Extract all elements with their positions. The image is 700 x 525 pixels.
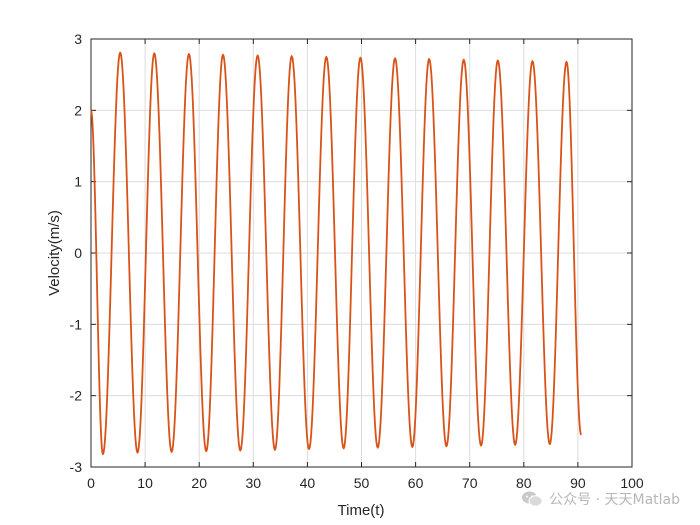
y-tick-label: 3 [74, 31, 82, 47]
grid-layer [90, 38, 633, 468]
y-tick-label: -3 [70, 459, 83, 475]
x-tick-label: 50 [354, 475, 370, 491]
series-layer [90, 51, 582, 456]
tick-layer [90, 38, 633, 468]
x-tick-label: 80 [516, 475, 532, 491]
series-line [90, 51, 582, 456]
x-tick-label: 40 [300, 475, 316, 491]
y-axis-label: Velocity(m/s) [46, 210, 63, 296]
x-tick-label: 20 [191, 475, 207, 491]
x-tick-label: 90 [570, 475, 586, 491]
x-axis-label: Time(t) [338, 502, 385, 519]
x-tick-label: 0 [87, 475, 95, 491]
x-tick-label: 100 [620, 475, 644, 491]
x-tick-label: 60 [408, 475, 424, 491]
x-tick-label: 70 [462, 475, 478, 491]
watermark: 公众号 · 天天Matlab [521, 489, 680, 509]
y-tick-label: 0 [74, 245, 82, 261]
y-tick-label: 1 [74, 174, 82, 190]
y-tick-label: -2 [70, 388, 83, 404]
x-tick-label: 10 [137, 475, 153, 491]
watermark-text: 公众号 · 天天Matlab [549, 492, 680, 508]
y-tick-label: -1 [70, 316, 83, 332]
y-tick-label: 2 [74, 102, 82, 118]
x-tick-label: 30 [246, 475, 262, 491]
wechat-icon [522, 491, 543, 507]
